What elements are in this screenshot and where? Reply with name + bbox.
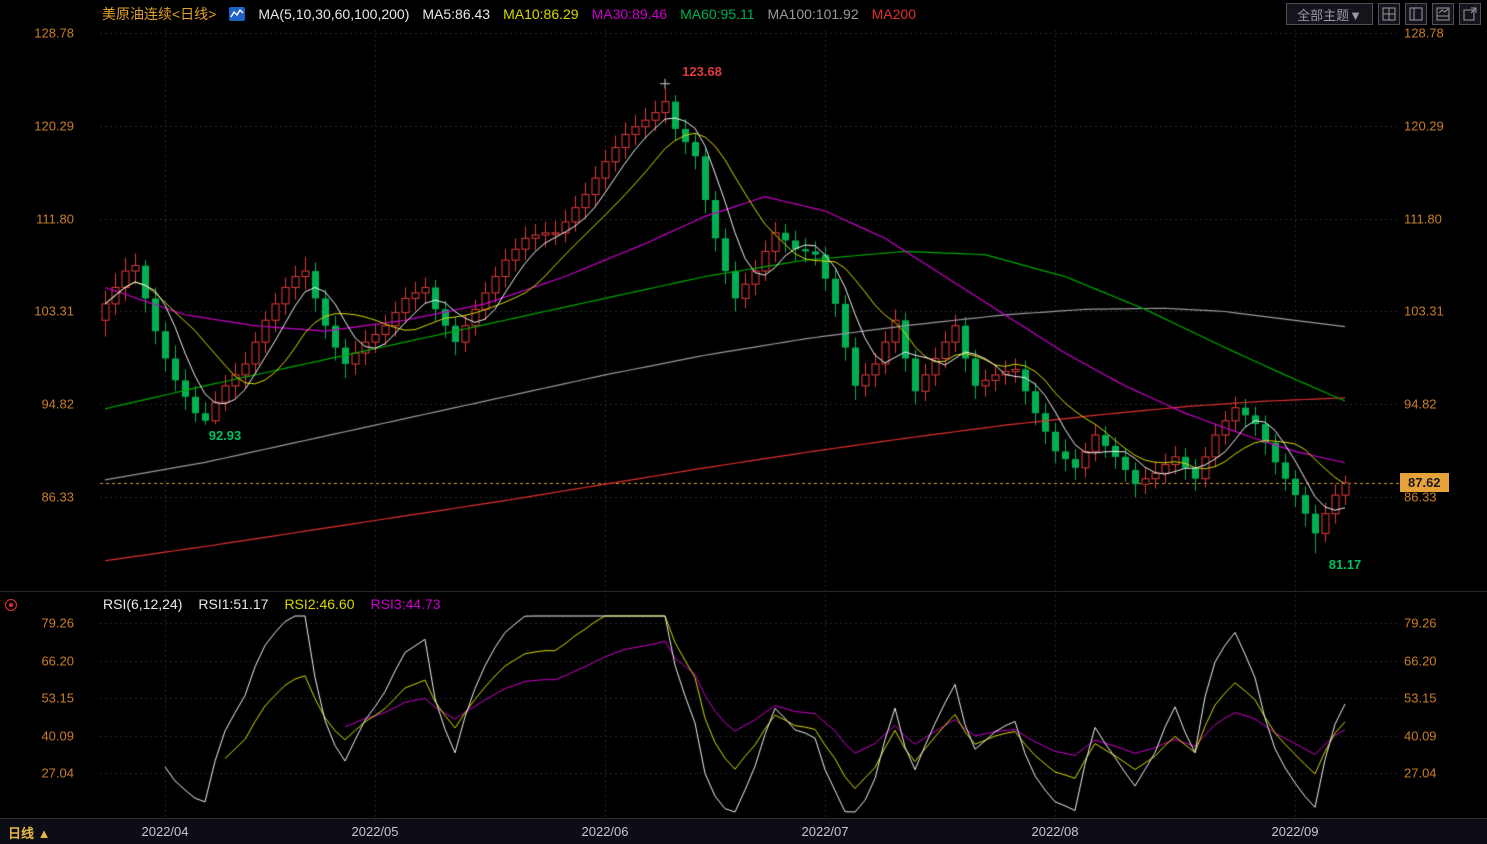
panel-splitter[interactable] (0, 591, 1487, 592)
layout-split-bottom-button[interactable] (1432, 3, 1454, 25)
price-axis-label-right: 86.33 (1404, 489, 1437, 505)
header-controls: 全部主题▼ (1286, 3, 1481, 25)
ma5-value: MA5:86.43 (422, 6, 491, 22)
peak-price-label: 123.68 (682, 64, 722, 79)
split-bottom-icon (1436, 7, 1450, 21)
x-axis-label: 2022/09 (1271, 824, 1319, 839)
price-axis-label-right: 120.29 (1404, 118, 1444, 134)
x-axis-label: 2022/05 (351, 824, 399, 839)
layout-expand-button[interactable] (1459, 3, 1481, 25)
x-axis-label: 2022/06 (581, 824, 629, 839)
x-axis-label: 2022/08 (1031, 824, 1079, 839)
april-low-label: 92.93 (208, 428, 242, 443)
time-axis-bar: 日线 ▲ 2022/04 2022/05 2022/06 2022/07 202… (0, 818, 1487, 844)
all-themes-button[interactable]: 全部主题▼ (1286, 3, 1373, 25)
ma30-value: MA30:89.46 (591, 6, 668, 22)
x-axis-label: 2022/07 (801, 824, 849, 839)
ma10-value: MA10:86.29 (503, 6, 579, 22)
rsi-axis-label-left: 53.15 (41, 690, 74, 706)
price-axis-label-left: 120.29 (34, 118, 74, 134)
split-left-icon (1409, 7, 1423, 21)
instrument-title[interactable]: 美原油连续<日线> (102, 6, 217, 22)
rsi-axis-label-left: 27.04 (41, 765, 74, 781)
rsi-axis-label-right: 40.09 (1404, 728, 1437, 744)
price-axis-label-left: 86.33 (41, 489, 74, 505)
layout-split-left-button[interactable] (1405, 3, 1427, 25)
ma100-value: MA100:101.92 (767, 6, 859, 22)
ma200-value: MA200 (871, 6, 916, 22)
price-axis-label-right: 94.82 (1404, 396, 1437, 412)
rsi-header: RSI(6,12,24) RSI1:51.17 RSI2:46.60 RSI3:… (103, 596, 441, 612)
rsi1-value: RSI1:51.17 (198, 596, 269, 612)
price-axis-label-left: 111.80 (36, 211, 74, 227)
price-axis-label-right: 103.31 (1404, 303, 1444, 319)
price-axis-label-left: 103.31 (34, 303, 74, 319)
price-axis-label-right: 111.80 (1404, 211, 1442, 227)
price-axis-label-left: 94.82 (41, 396, 74, 412)
price-axis-label-right: 128.78 (1404, 25, 1444, 41)
rsi2-value: RSI2:46.60 (284, 596, 355, 612)
rsi-axis-label-left: 66.20 (41, 653, 74, 669)
rsi-axis-label-right: 66.20 (1404, 653, 1437, 669)
rsi-axis-label-right: 79.26 (1404, 615, 1437, 631)
rsi3-value: RSI3:44.73 (370, 596, 441, 612)
rsi-axis-label-right: 27.04 (1404, 765, 1437, 781)
indicator-target-icon (5, 599, 17, 611)
last-price-tag: 87.62 (1400, 473, 1449, 492)
period-selector[interactable]: 日线 ▲ (8, 826, 51, 841)
expand-icon (1463, 7, 1477, 21)
ma60-value: MA60:95.11 (680, 6, 755, 22)
rsi-formula[interactable]: RSI(6,12,24) (103, 596, 183, 612)
september-low-label: 81.17 (1328, 557, 1362, 572)
ma-formula[interactable]: MA(5,10,30,60,100,200) (258, 6, 410, 22)
mini-chart-icon (229, 7, 246, 21)
layout-grid-button[interactable] (1378, 3, 1400, 25)
price-axis-label-left: 128.78 (34, 25, 74, 41)
rsi-axis-label-right: 53.15 (1404, 690, 1437, 706)
rsi-axis-label-left: 79.26 (41, 615, 74, 631)
rsi-axis-label-left: 40.09 (41, 728, 74, 744)
grid-layout-icon (1382, 7, 1396, 21)
x-axis-label: 2022/04 (141, 824, 189, 839)
chart-header: 美原油连续<日线> MA(5,10,30,60,100,200) MA5:86.… (102, 0, 916, 28)
